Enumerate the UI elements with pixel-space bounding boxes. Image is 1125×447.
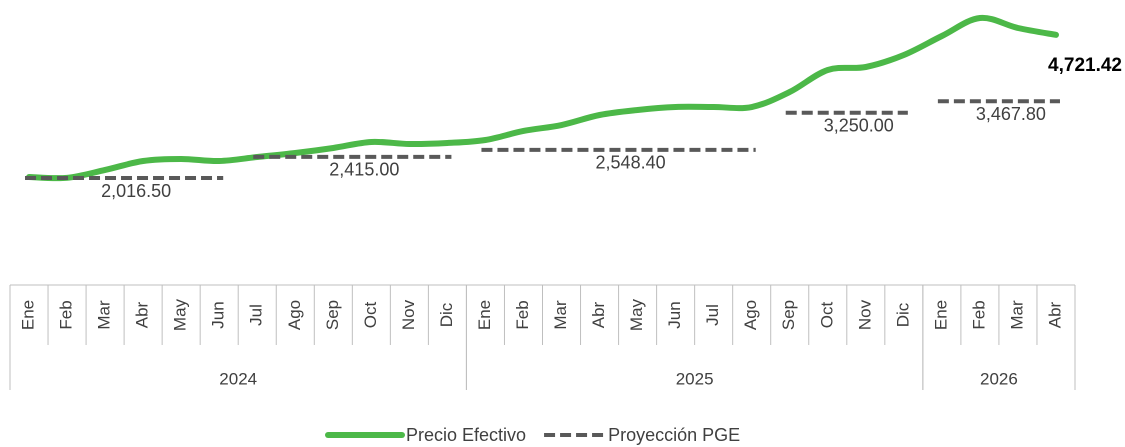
x-tick-label: Nov [399,299,418,330]
x-tick-label: Abr [1045,301,1064,328]
x-tick-label: May [171,298,190,331]
x-tick-label: Jul [247,304,266,326]
x-group-label: 2025 [676,369,714,388]
x-group-label: 2026 [980,369,1018,388]
x-tick-label: Jul [703,304,722,326]
legend-label: Proyección PGE [608,425,740,445]
x-tick-label: Ene [475,300,494,330]
x-tick-label: Jun [665,301,684,328]
x-tick-label: Dic [893,302,912,327]
x-tick-label: Ago [285,300,304,330]
legend-label: Precio Efectivo [406,425,526,445]
x-tick-label: Abr [589,301,608,328]
data-label: 3,250.00 [824,115,894,135]
x-tick-label: Sep [323,300,342,330]
x-tick-label: Sep [779,300,798,330]
x-tick-label: May [627,298,646,331]
x-tick-label: Mar [95,300,114,330]
x-tick-label: Mar [1007,300,1026,330]
x-tick-label: Feb [969,300,988,329]
x-tick-label: Feb [513,300,532,329]
x-tick-label: Jun [209,301,228,328]
x-tick-label: Nov [855,299,874,330]
price-line [26,14,1059,182]
data-label: 3,467.80 [976,104,1046,124]
x-group-label: 2024 [219,369,257,388]
x-tick-label: Feb [57,300,76,329]
x-tick-label: Ene [931,300,950,330]
data-label: 2,548.40 [596,153,666,173]
x-tick-label: Ago [741,300,760,330]
x-tick-label: Oct [361,302,380,329]
x-tick-label: Mar [551,300,570,330]
data-label: 2,415.00 [329,160,399,180]
data-label: 4,721.42 [1048,55,1122,76]
x-tick-label: Ene [19,300,38,330]
x-tick-label: Dic [437,302,456,327]
x-tick-label: Oct [817,302,836,329]
data-label: 2,016.50 [101,181,171,201]
x-tick-label: Abr [133,301,152,328]
